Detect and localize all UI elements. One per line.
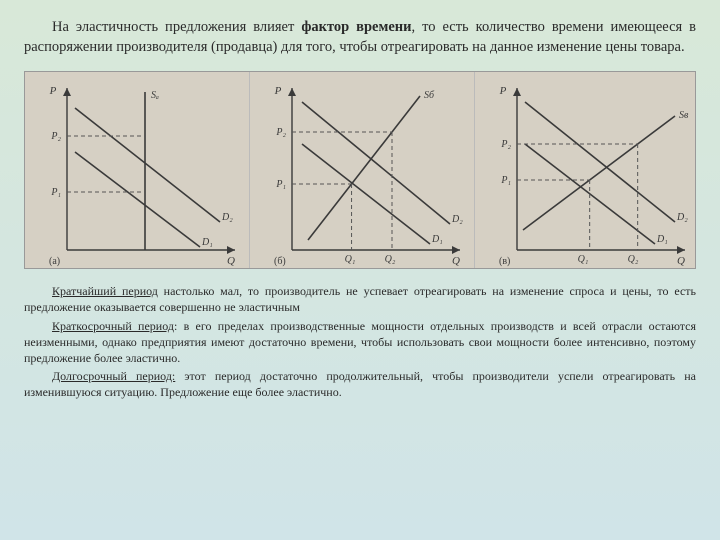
- svg-text:Q₁: Q₁: [345, 254, 356, 265]
- intro-paragraph: На эластичность предложения влияет факто…: [24, 18, 696, 57]
- caption-2: Краткосрочный период: в его пределах про…: [24, 318, 696, 367]
- intro-bold: фактор времени: [301, 19, 411, 35]
- caption-2-term: Краткосрочный период: [52, 319, 174, 333]
- captions-block: Кратчайший период настолько мал, то прои…: [24, 283, 696, 400]
- svg-text:Q₂: Q₂: [628, 254, 639, 265]
- chart-panel-b: P Q Sб D₂ D₁ P₂ P₁ Q₁ Q₂ (б): [250, 72, 475, 268]
- svg-text:P: P: [499, 85, 507, 97]
- caption-3: Долгосрочный период: этот период достато…: [24, 368, 696, 400]
- svg-text:Q₁: Q₁: [578, 254, 589, 265]
- svg-text:P₁: P₁: [275, 179, 286, 190]
- svg-text:Q: Q: [227, 255, 235, 267]
- svg-text:Sₐ: Sₐ: [151, 90, 159, 101]
- svg-text:Sв: Sв: [679, 110, 689, 121]
- svg-text:P₁: P₁: [50, 187, 61, 198]
- svg-text:(а): (а): [49, 256, 60, 267]
- svg-text:P: P: [49, 85, 57, 97]
- caption-1-term: Кратчайший период: [52, 284, 158, 298]
- svg-text:P₂: P₂: [50, 131, 61, 142]
- svg-text:Q₂: Q₂: [385, 254, 396, 265]
- charts-container: P Q Sₐ D₂ D₁ P₂ P₁ (а) P Q Sб D₂ D₁ P₂ P₁ Q₁ Q₂ (б) P Q Sв…: [24, 71, 696, 269]
- svg-text:(в): (в): [499, 256, 510, 267]
- svg-text:Sб: Sб: [424, 90, 435, 101]
- svg-text:(б): (б): [274, 256, 286, 267]
- caption-1: Кратчайший период настолько мал, то прои…: [24, 283, 696, 315]
- svg-text:P₂: P₂: [500, 139, 511, 150]
- chart-panel-a: P Q Sₐ D₂ D₁ P₂ P₁ (а): [25, 72, 250, 268]
- intro-leadin: На эластичность предложения влияет: [52, 19, 301, 35]
- svg-text:P₂: P₂: [275, 127, 286, 138]
- svg-text:P: P: [274, 85, 282, 97]
- svg-text:Q: Q: [452, 255, 460, 267]
- svg-text:D₁: D₁: [656, 234, 668, 245]
- caption-3-term: Долгосрочный период:: [52, 369, 175, 383]
- svg-text:D₁: D₁: [431, 234, 443, 245]
- svg-text:D₁: D₁: [201, 237, 213, 248]
- svg-text:P₁: P₁: [500, 175, 511, 186]
- svg-text:D₂: D₂: [221, 212, 233, 223]
- svg-text:D₂: D₂: [676, 212, 688, 223]
- svg-text:D₂: D₂: [451, 214, 463, 225]
- chart-panel-c: P Q Sв D₂ D₁ P₂ P₁ Q₁ Q₂ (в): [475, 72, 699, 268]
- svg-text:Q: Q: [677, 255, 685, 267]
